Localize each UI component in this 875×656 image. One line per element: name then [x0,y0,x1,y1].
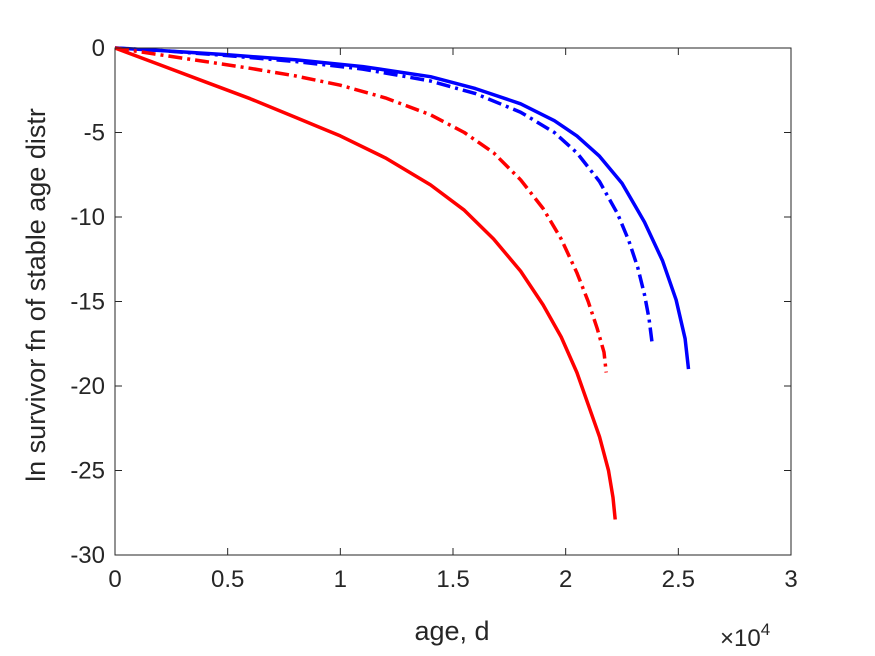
x-tick-label: 1.5 [436,566,469,593]
x-axis-multiplier-exponent: 4 [761,620,770,639]
y-tick-label: -30 [70,542,105,569]
x-tick-label: 3 [784,566,797,593]
plot-area [115,48,791,555]
y-axis-label: ln survivor fn of stable age distr [21,108,51,482]
x-tick-label: 1 [334,566,347,593]
x-tick-label: 2.5 [662,566,695,593]
x-tick-label: 2 [559,566,572,593]
y-tick-label: -15 [70,289,105,316]
y-tick-label: -10 [70,204,105,231]
x-axis-label: age, d [414,616,489,646]
x-tick-label: 0.5 [211,566,244,593]
x-tick-label: 0 [108,566,121,593]
y-tick-label: 0 [92,35,105,62]
x-axis-multiplier-base: ×10 [720,625,761,652]
x-axis-multiplier: ×104 [720,620,770,652]
series-line-2 [114,46,655,346]
series-line-1 [114,46,691,370]
y-tick-label: -25 [70,458,105,485]
series-line-3 [114,46,608,373]
series-line-4 [114,46,617,520]
y-tick-label: -20 [70,373,105,400]
y-tick-label: -5 [84,120,105,147]
